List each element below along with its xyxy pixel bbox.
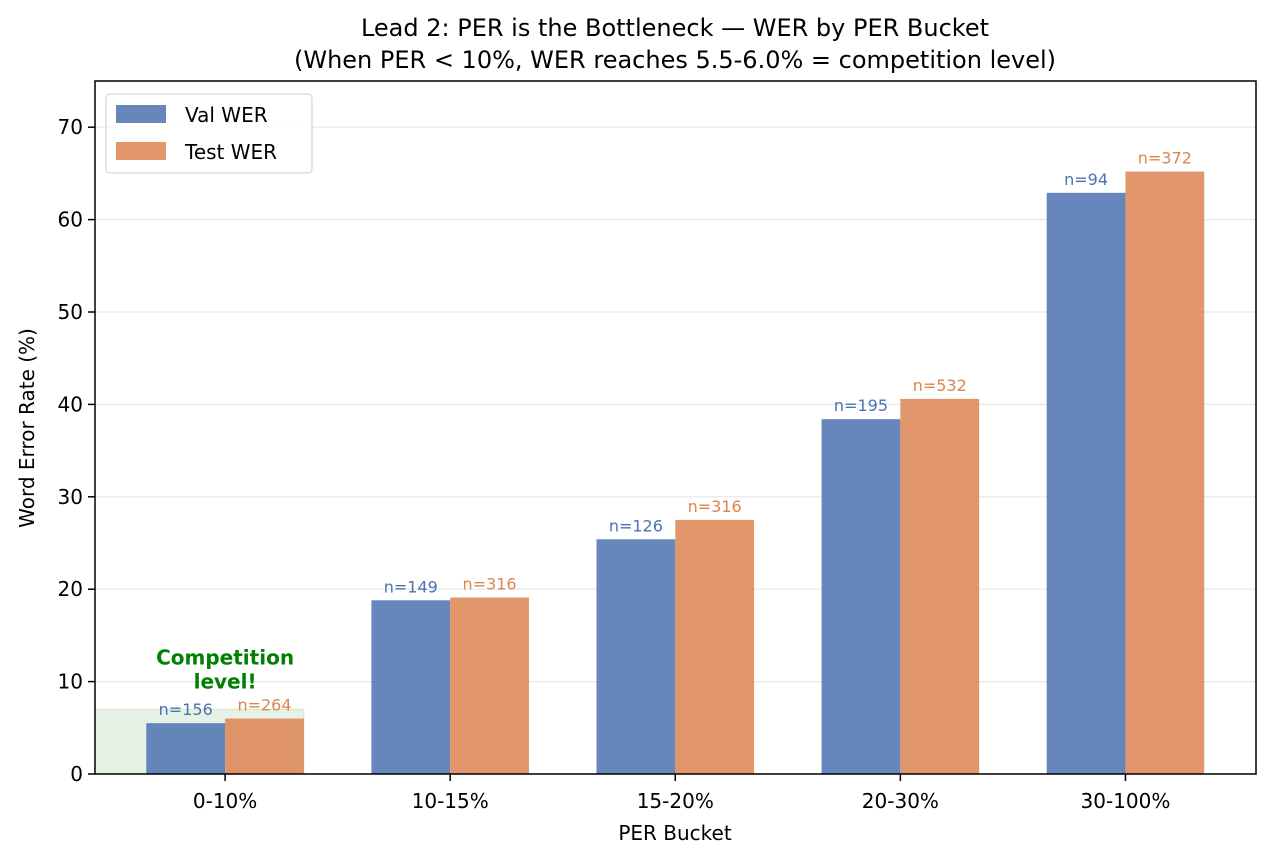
- y-tick-label: 40: [58, 392, 83, 416]
- y-tick-label: 0: [70, 762, 83, 786]
- bar-val: [146, 723, 226, 774]
- chart-subtitle: (When PER < 10%, WER reaches 5.5-6.0% = …: [294, 46, 1056, 74]
- legend-swatch: [116, 105, 166, 123]
- bar-label: n=372: [1138, 149, 1192, 168]
- bar-label: n=126: [609, 516, 663, 535]
- bar-label: n=316: [463, 575, 517, 594]
- bar-test: [675, 519, 755, 774]
- y-tick-label: 70: [58, 115, 83, 139]
- highlight-label: Competition: [156, 646, 294, 670]
- y-tick-label: 30: [58, 485, 83, 509]
- bar-test: [1125, 171, 1205, 774]
- bar-label: n=316: [688, 497, 742, 516]
- highlight-label: level!: [194, 670, 257, 694]
- x-tick-label: 0-10%: [193, 789, 257, 813]
- bar-label: n=156: [159, 700, 213, 719]
- legend-swatch: [116, 142, 166, 160]
- y-axis-label: Word Error Rate (%): [15, 328, 39, 528]
- x-tick-label: 10-15%: [412, 789, 489, 813]
- bar-test: [225, 718, 304, 774]
- y-tick-label: 20: [58, 577, 83, 601]
- chart-title: Lead 2: PER is the Bottleneck — WER by P…: [361, 14, 989, 42]
- bar-label: n=149: [384, 577, 438, 596]
- bar-val: [371, 600, 451, 774]
- bar-label: n=94: [1064, 170, 1108, 189]
- x-tick-label: 30-100%: [1081, 789, 1171, 813]
- x-tick-label: 15-20%: [637, 789, 714, 813]
- bar-label: n=195: [834, 396, 888, 415]
- bar-val: [1046, 192, 1126, 774]
- y-tick-label: 10: [58, 670, 83, 694]
- bar-label: n=532: [913, 376, 967, 395]
- bar-val: [821, 419, 901, 774]
- bar-label: n=264: [237, 696, 291, 715]
- bar-test: [900, 398, 980, 774]
- x-axis-label: PER Bucket: [618, 821, 732, 845]
- bar-test: [450, 597, 529, 774]
- y-tick-label: 60: [58, 208, 83, 232]
- x-tick-label: 20-30%: [862, 789, 939, 813]
- legend-label: Val WER: [185, 103, 268, 127]
- bar-val: [596, 539, 676, 774]
- y-tick-label: 50: [58, 300, 83, 324]
- legend-label: Test WER: [184, 140, 277, 164]
